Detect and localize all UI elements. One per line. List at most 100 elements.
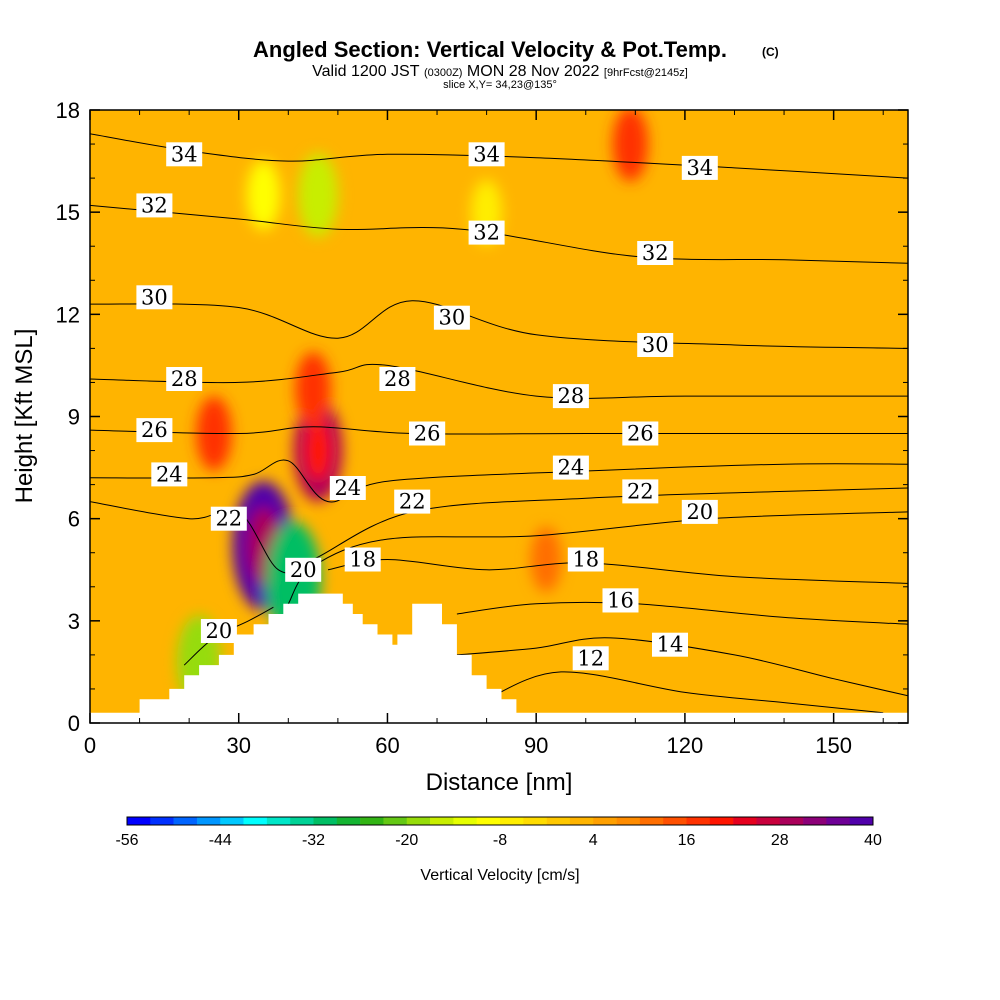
svg-text:30: 30 [439, 306, 466, 330]
colorbar-swatch [500, 817, 524, 825]
y-tick-label: 9 [68, 405, 80, 430]
svg-text:30: 30 [642, 333, 669, 357]
svg-text:18: 18 [349, 548, 376, 572]
colorbar-swatch [243, 817, 268, 825]
theta-contour-12 [486, 671, 884, 714]
colorbar-swatch [779, 817, 804, 825]
colorbar-swatch [360, 817, 384, 825]
contour-label-19: 34 [681, 155, 718, 180]
contour-label-17: 26 [136, 418, 173, 443]
colorbar-swatch [313, 817, 338, 825]
colorbar-swatch [523, 817, 547, 825]
contour-label-11: 32 [468, 220, 505, 245]
contour-label-29: 16 [602, 588, 639, 613]
colorbar-label: Vertical Velocity [cm/s] [420, 867, 579, 884]
y-axis-label: Height [Kft MSL] [11, 329, 38, 504]
contour-label-4: 20 [285, 557, 322, 582]
contour-label-1: 14 [652, 632, 688, 657]
colorbar-tick-label: -20 [395, 832, 418, 849]
colorbar-swatch [476, 817, 501, 825]
contour-label-14: 32 [136, 193, 173, 218]
svg-text:20: 20 [686, 500, 713, 524]
contour-label-6: 22 [210, 506, 247, 531]
colorbar-swatch [266, 817, 291, 825]
colorbar-swatch [849, 817, 874, 825]
colorbar-swatch [383, 817, 408, 825]
theta-contour-28 [90, 363, 908, 399]
x-tick-label: 0 [84, 733, 96, 758]
svg-text:22: 22 [627, 479, 654, 503]
x-tick-label: 30 [226, 733, 250, 758]
colorbar-swatch [127, 817, 151, 825]
contour-label-27: 26 [409, 421, 446, 446]
y-tick-label: 15 [56, 200, 80, 225]
colorbar-tick-label: 28 [771, 832, 789, 849]
velocity-cell-core-1 [304, 419, 332, 482]
contour-label-3: 18 [344, 547, 381, 572]
contour-label-18: 24 [151, 462, 188, 487]
colorbar-swatch [336, 817, 361, 825]
svg-text:34: 34 [171, 142, 198, 166]
velocity-cell-3 [295, 352, 331, 427]
colorbar-swatch [173, 817, 198, 825]
velocity-cell-10 [612, 110, 649, 182]
x-axis-label: Distance [nm] [426, 769, 573, 796]
svg-text:22: 22 [215, 507, 242, 531]
x-tick-label: 60 [375, 733, 399, 758]
y-tick-label: 3 [68, 609, 80, 634]
colorbar-swatch [639, 817, 664, 825]
x-tick-label: 120 [667, 733, 704, 758]
y-tick-label: 6 [68, 507, 80, 532]
colorbar [126, 816, 874, 826]
valid-time-line: Valid 1200 JST (0300Z) MON 28 Nov 2022 [… [312, 63, 688, 80]
theta-contour-26 [90, 426, 908, 435]
contour-label-13: 34 [166, 142, 203, 167]
svg-text:28: 28 [171, 367, 198, 391]
colorbar-swatch [546, 817, 571, 825]
svg-text:16: 16 [607, 588, 634, 612]
colorbar-swatch [709, 817, 734, 825]
svg-text:34: 34 [473, 142, 500, 166]
velocity-cell-6 [246, 160, 281, 230]
y-axis: 0 3 6 9 12 15 18 [56, 98, 908, 736]
colorbar-swatch [803, 817, 827, 825]
svg-text:26: 26 [627, 422, 654, 446]
svg-text:28: 28 [384, 367, 411, 391]
colorbar-swatch [453, 817, 477, 825]
chart-title: Angled Section: Vertical Velocity & Pot.… [253, 37, 727, 62]
colorbar-swatch [220, 817, 244, 825]
svg-text:30: 30 [141, 285, 168, 309]
slice-info: slice X,Y= 34,23@135° [443, 79, 557, 91]
colorbar-swatch [663, 817, 687, 825]
contour-label-23: 26 [622, 421, 659, 446]
colorbar-tick-label: -44 [209, 832, 232, 849]
svg-text:20: 20 [206, 619, 233, 643]
contour-label-12: 34 [468, 142, 505, 167]
colorbar-swatch [406, 817, 431, 825]
svg-text:26: 26 [414, 422, 441, 446]
contour-label-21: 30 [637, 333, 674, 357]
velocity-cell-4 [530, 526, 562, 593]
colorbar-swatch [733, 817, 757, 825]
colorbar-swatch [826, 817, 850, 825]
contour-label-0: 12 [572, 646, 609, 671]
y-tick-label: 12 [56, 302, 80, 327]
contour-labels: 12 14 16 18 20 20 22 24 26 28 30 32 34 34 32 30 28 26 24 34… [136, 142, 718, 671]
svg-text:26: 26 [141, 418, 168, 442]
colorbar-tick-label: 4 [589, 832, 598, 849]
contour-label-9: 28 [379, 367, 416, 391]
svg-text:18: 18 [572, 548, 599, 572]
svg-text:14: 14 [657, 633, 684, 657]
contour-label-5: 20 [200, 619, 237, 643]
svg-text:24: 24 [156, 462, 183, 486]
colorbar-swatch [430, 817, 454, 825]
colorbar-swatch [196, 817, 221, 825]
contour-label-28: 20 [681, 499, 718, 524]
colorbar-swatch [756, 817, 781, 825]
theta-contour-30 [90, 300, 908, 349]
svg-text:20: 20 [290, 558, 317, 582]
colorbar-tick-label: -8 [493, 832, 507, 849]
x-tick-label: 150 [815, 733, 852, 758]
contour-label-26: 22 [394, 489, 431, 514]
